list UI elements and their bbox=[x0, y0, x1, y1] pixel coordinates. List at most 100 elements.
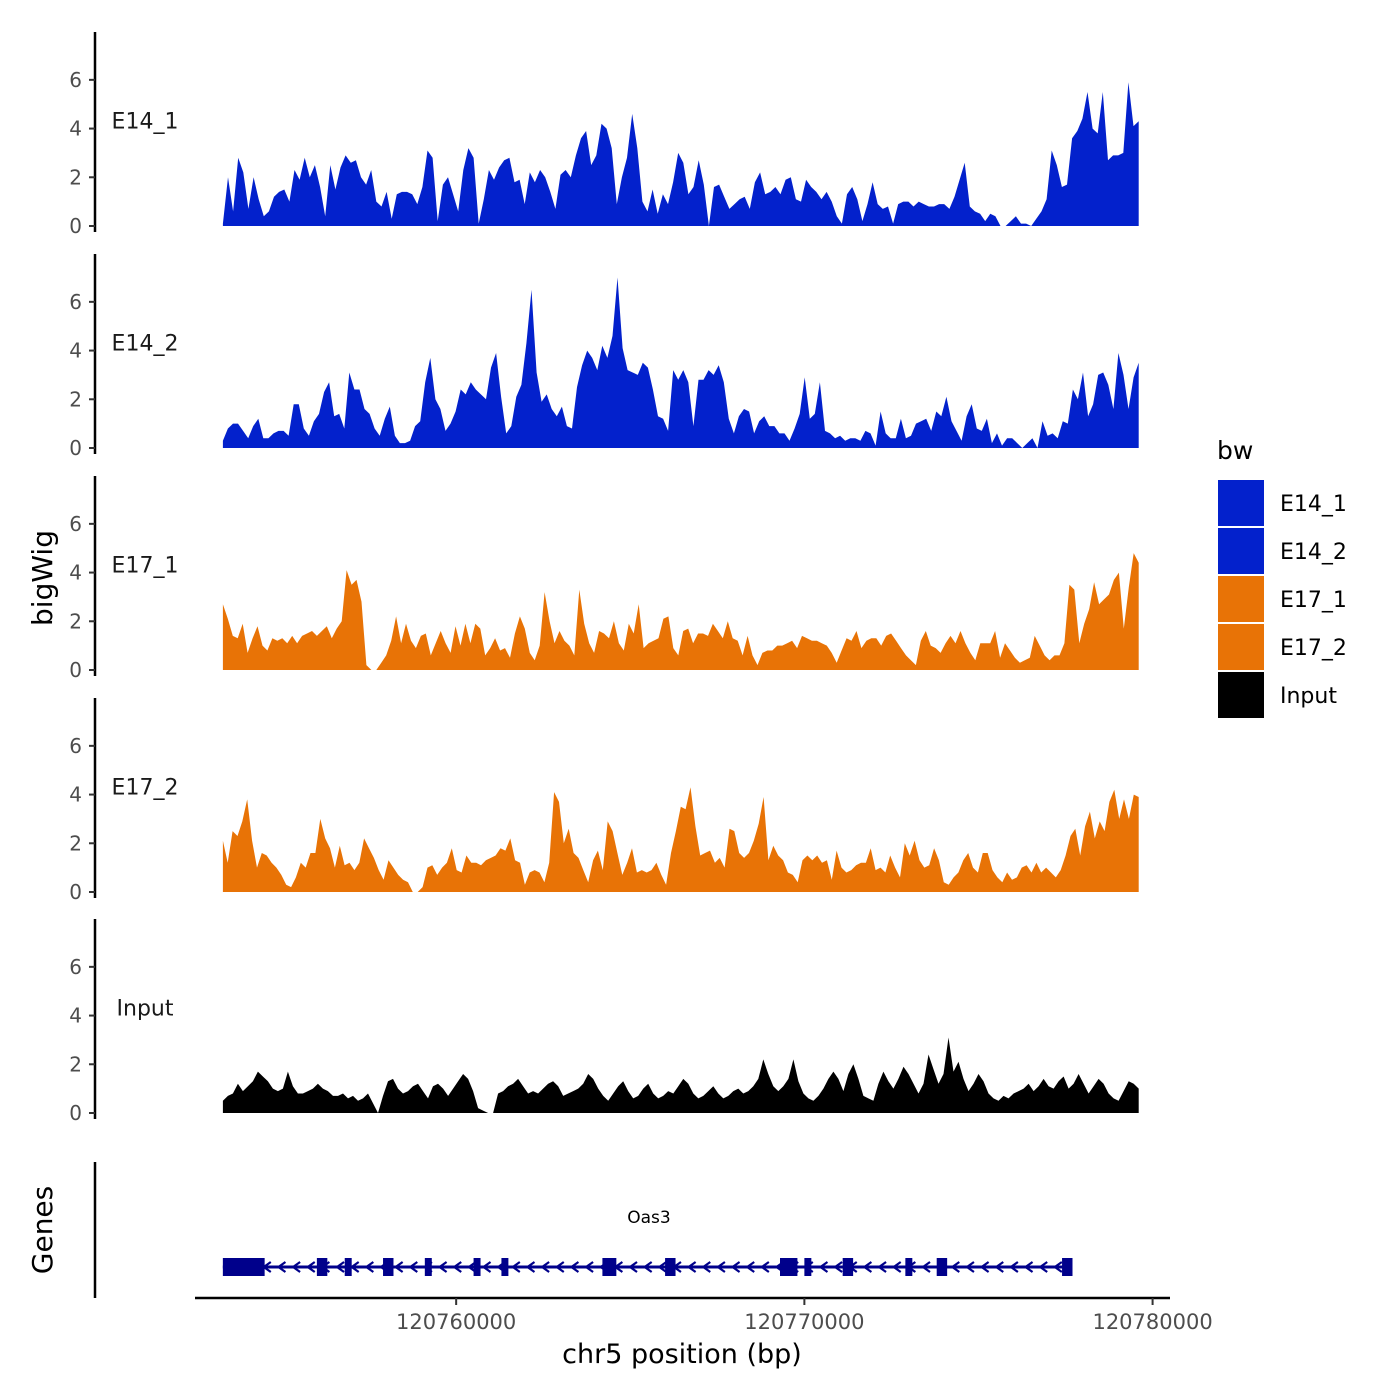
x-tick-label: 120770000 bbox=[744, 1310, 864, 1334]
strand-arrow bbox=[1009, 1261, 1019, 1273]
legend-key bbox=[1218, 576, 1264, 622]
exon bbox=[1062, 1258, 1073, 1276]
exon bbox=[780, 1258, 798, 1276]
exon bbox=[383, 1258, 394, 1276]
strand-arrow bbox=[994, 1261, 1004, 1273]
strand-arrow bbox=[510, 1261, 521, 1273]
y-tick-label: 4 bbox=[69, 561, 82, 585]
y-tick-label: 0 bbox=[69, 880, 82, 904]
y-tick-label: 6 bbox=[69, 512, 82, 536]
track-panel-input: 0 2 4 6 Input bbox=[69, 919, 1139, 1125]
y-tick-label: 2 bbox=[69, 387, 82, 411]
legend: bw E14_1 E14_2 E17_1 E17_2 Input bbox=[1217, 436, 1347, 718]
y-tick-label: 6 bbox=[69, 68, 82, 92]
exon bbox=[473, 1258, 481, 1276]
strand-arrow bbox=[642, 1261, 653, 1273]
legend-label: E17_2 bbox=[1280, 636, 1347, 661]
y-tick-label: 2 bbox=[69, 609, 82, 633]
y-tick-label: 6 bbox=[69, 734, 82, 758]
x-axis-title: chr5 position (bp) bbox=[562, 1339, 802, 1370]
legend-title: bw bbox=[1217, 436, 1253, 465]
legend-key bbox=[1218, 624, 1264, 670]
track-panel-e14-1: 0 2 4 6 E14_1 bbox=[69, 32, 1139, 238]
y-tick-label: 0 bbox=[69, 1101, 82, 1125]
strand-arrow bbox=[745, 1261, 755, 1273]
strand-arrow bbox=[921, 1261, 931, 1273]
legend-key bbox=[1218, 672, 1264, 718]
strand-arrow bbox=[525, 1261, 536, 1273]
track-panel-e14-2: 0 2 4 6 E14_2 bbox=[69, 254, 1139, 460]
exon bbox=[222, 1258, 265, 1276]
strand-arrow bbox=[1038, 1261, 1048, 1273]
y-tick-label: 0 bbox=[69, 436, 82, 460]
signal-area-e14-2 bbox=[222, 277, 1139, 448]
exon bbox=[501, 1258, 509, 1276]
gene-name-label: Oas3 bbox=[627, 1208, 670, 1228]
signal-area-e17-2 bbox=[222, 787, 1139, 892]
strand-arrow bbox=[437, 1261, 448, 1273]
legend-label: E14_1 bbox=[1280, 492, 1347, 517]
strand-arrow bbox=[686, 1261, 697, 1273]
y-tick-label: 2 bbox=[69, 1052, 82, 1076]
strand-arrow bbox=[335, 1261, 345, 1273]
strand-arrow bbox=[393, 1261, 404, 1273]
exon bbox=[424, 1258, 432, 1276]
exon bbox=[842, 1258, 854, 1276]
strand-arrow bbox=[569, 1261, 580, 1273]
strand-arrow bbox=[584, 1261, 594, 1273]
strand-arrow bbox=[657, 1261, 667, 1273]
legend-label: E14_2 bbox=[1280, 540, 1347, 565]
strand-arrow bbox=[349, 1261, 360, 1273]
track-label: E17_2 bbox=[112, 775, 179, 800]
track-panel-e17-2: 0 2 4 6 E17_2 bbox=[69, 698, 1139, 904]
y-tick-label: 4 bbox=[69, 783, 82, 807]
legend-key bbox=[1218, 528, 1264, 574]
exon bbox=[316, 1258, 328, 1276]
strand-arrow bbox=[364, 1261, 374, 1273]
x-tick-label: 120760000 bbox=[396, 1310, 516, 1334]
y-tick-label: 6 bbox=[69, 290, 82, 314]
signal-area-input bbox=[222, 1037, 1139, 1113]
strand-arrow bbox=[730, 1261, 741, 1273]
strand-arrow bbox=[759, 1261, 770, 1273]
strand-arrow bbox=[305, 1261, 316, 1273]
y-tick-label: 4 bbox=[69, 117, 82, 141]
legend-label: E17_1 bbox=[1280, 588, 1347, 613]
y-tick-label: 0 bbox=[69, 214, 82, 238]
y-tick-label: 4 bbox=[69, 1004, 82, 1028]
strand-arrow bbox=[833, 1261, 843, 1273]
track-panel-e17-1: 0 2 4 6 E17_1 bbox=[69, 476, 1139, 682]
strand-arrow bbox=[466, 1261, 477, 1273]
strand-arrow bbox=[554, 1261, 565, 1273]
signal-area-e17-1 bbox=[222, 553, 1139, 670]
x-tick-label: 120780000 bbox=[1092, 1310, 1212, 1334]
exon bbox=[344, 1258, 352, 1276]
strand-arrow bbox=[291, 1261, 301, 1273]
track-label: E17_1 bbox=[112, 553, 179, 578]
strand-arrow bbox=[276, 1261, 287, 1273]
exon bbox=[804, 1258, 812, 1276]
y-tick-label: 4 bbox=[69, 339, 82, 363]
exon bbox=[602, 1258, 617, 1276]
strand-arrow bbox=[540, 1261, 550, 1273]
strand-arrow bbox=[818, 1261, 829, 1273]
y-axis-title: bigWig bbox=[26, 530, 59, 626]
legend-key bbox=[1218, 480, 1264, 526]
signal-area-e14-1 bbox=[222, 82, 1139, 226]
exon bbox=[905, 1258, 913, 1276]
strand-arrow bbox=[452, 1261, 462, 1273]
legend-label: Input bbox=[1280, 684, 1337, 709]
track-label: E14_1 bbox=[112, 109, 179, 134]
strand-arrow bbox=[716, 1261, 726, 1273]
strand-arrow bbox=[481, 1261, 492, 1273]
strand-arrow bbox=[965, 1261, 975, 1273]
track-label: Input bbox=[117, 996, 174, 1021]
strand-arrow bbox=[1023, 1261, 1034, 1273]
gene-track: Genes Oas3 bbox=[26, 1162, 1073, 1298]
y-tick-label: 6 bbox=[69, 955, 82, 979]
strand-arrow bbox=[950, 1261, 960, 1273]
y-tick-label: 2 bbox=[69, 165, 82, 189]
tracks-layer: 0 2 4 6 E14_1 0 2 4 6 E14_2 0 2 4 6 E17_1 0 2 4 6 E17_2 0 2 4 6… bbox=[69, 32, 1139, 1125]
track-label: E14_2 bbox=[112, 331, 179, 356]
